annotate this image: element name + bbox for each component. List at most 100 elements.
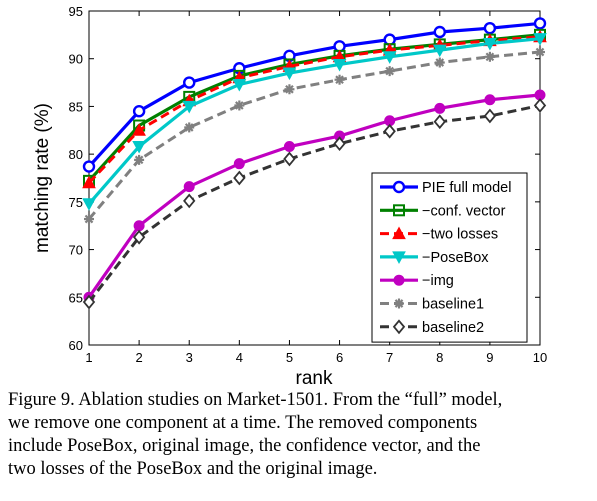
data-point-stroke: [394, 299, 404, 308]
series-line: [87, 93, 541, 299]
series-line: [87, 104, 541, 303]
data-point: [433, 25, 446, 39]
y-tick-label: 70: [69, 243, 83, 258]
legend: PIE full model −conf. vector −two losses −P…: [371, 172, 528, 343]
x-tick-label: 1: [85, 350, 92, 365]
x-tick-label: 5: [286, 350, 293, 365]
data-point: [132, 229, 146, 245]
data-point: [483, 21, 497, 35]
data-point: [233, 158, 245, 170]
data-point: [183, 76, 196, 89]
data-point: [284, 84, 295, 95]
data-point-stroke: [535, 47, 545, 57]
series-lines: [82, 17, 547, 310]
data-point: [282, 67, 297, 81]
data-point: [184, 122, 195, 133]
data-point-stroke: [285, 84, 294, 94]
data-point-stroke: [435, 58, 445, 67]
data-point: [393, 204, 405, 217]
x-tick-label: 2: [135, 350, 142, 365]
data-point: [434, 57, 445, 68]
data-point: [232, 78, 247, 92]
data-point: [234, 100, 245, 111]
x-tick-label: 4: [236, 350, 243, 365]
y-tick-label: 60: [69, 338, 83, 353]
legend-item: −PoseBox: [380, 250, 489, 266]
data-point: [383, 123, 396, 139]
data-point: [382, 51, 397, 64]
y-tick-label: 65: [69, 290, 83, 305]
data-point: [433, 114, 446, 130]
series-posebox: [82, 33, 547, 211]
data-point: [183, 181, 195, 193]
y-tick-label: 90: [69, 52, 83, 67]
series-two-losses: [82, 29, 547, 189]
series-conf-vector: [83, 28, 546, 187]
legend-label: baseline2: [422, 320, 484, 336]
data-point: [283, 151, 296, 167]
series-line: [87, 21, 541, 168]
legend-label: −conf. vector: [422, 203, 506, 219]
y-tick-label: 75: [69, 195, 83, 210]
data-point: [434, 102, 446, 114]
data-point: [393, 274, 405, 286]
legend-label: baseline1: [422, 297, 484, 313]
y-axis-label: matching rate (%): [32, 103, 53, 253]
data-point: [484, 94, 496, 106]
data-point: [182, 100, 197, 114]
legend-label: PIE full model: [422, 180, 511, 196]
data-point: [84, 214, 94, 225]
data-point: [134, 154, 145, 165]
ablation-line-chart: 1 2 3 4 5 6 7 8 9 10 60 65 70 75 80 85 90 95 PIE full mod…: [32, 4, 548, 385]
data-point: [384, 66, 395, 77]
series-line: [87, 50, 541, 221]
caption-line: we remove one component at a time. The r…: [8, 413, 478, 433]
data-point: [392, 180, 406, 194]
caption-line: include PoseBox, original image, the con…: [8, 436, 481, 456]
axes: 1 2 3 4 5 6 7 8 9 10 60 65 70 75 80 85 90 95: [69, 4, 548, 365]
legend-item: baseline1: [380, 297, 484, 313]
data-point: [392, 251, 406, 264]
data-point: [132, 104, 146, 118]
data-point: [533, 17, 547, 30]
data-point: [133, 220, 145, 232]
legend-item: −img: [380, 273, 454, 289]
data-point: [394, 298, 404, 309]
data-point-stroke: [184, 123, 194, 132]
caption-line: Figure 9. Ablation studies on Market-150…: [8, 390, 503, 410]
data-point: [483, 108, 497, 124]
data-point: [483, 37, 497, 51]
x-tick-label: 6: [336, 350, 343, 365]
legend-item: −conf. vector: [380, 203, 506, 219]
data-point: [283, 141, 295, 153]
x-tick-label: 3: [186, 350, 193, 365]
data-point-stroke: [235, 101, 244, 110]
data-point: [82, 198, 96, 211]
data-point: [334, 74, 345, 85]
data-point: [392, 226, 406, 240]
data-point: [82, 294, 96, 310]
series-baseline1: [84, 47, 545, 225]
series-pie-full-model: [82, 17, 547, 173]
data-point: [432, 44, 447, 58]
data-point-stroke: [385, 66, 394, 76]
data-point: [332, 58, 347, 72]
series-line: [87, 37, 541, 205]
data-point: [484, 51, 495, 62]
y-tick-label: 85: [69, 99, 83, 114]
legend-item: −two losses: [380, 226, 498, 243]
series-line: [87, 35, 541, 184]
x-tick-label: 10: [533, 350, 547, 365]
figure-caption: Figure 9. Ablation studies on Market-150…: [8, 389, 590, 481]
data-point: [233, 170, 246, 186]
x-tick-label: 8: [436, 350, 443, 365]
legend-label: −PoseBox: [422, 250, 489, 266]
series-line: [87, 33, 541, 182]
data-point: [533, 98, 547, 113]
data-point: [132, 123, 146, 136]
caption-line: two losses of the PoseBox and the origin…: [8, 459, 378, 479]
x-tick-label: 9: [486, 350, 493, 365]
legend-item: baseline2: [380, 319, 484, 336]
data-point-stroke: [485, 52, 495, 62]
legend-item: PIE full model: [380, 180, 511, 196]
